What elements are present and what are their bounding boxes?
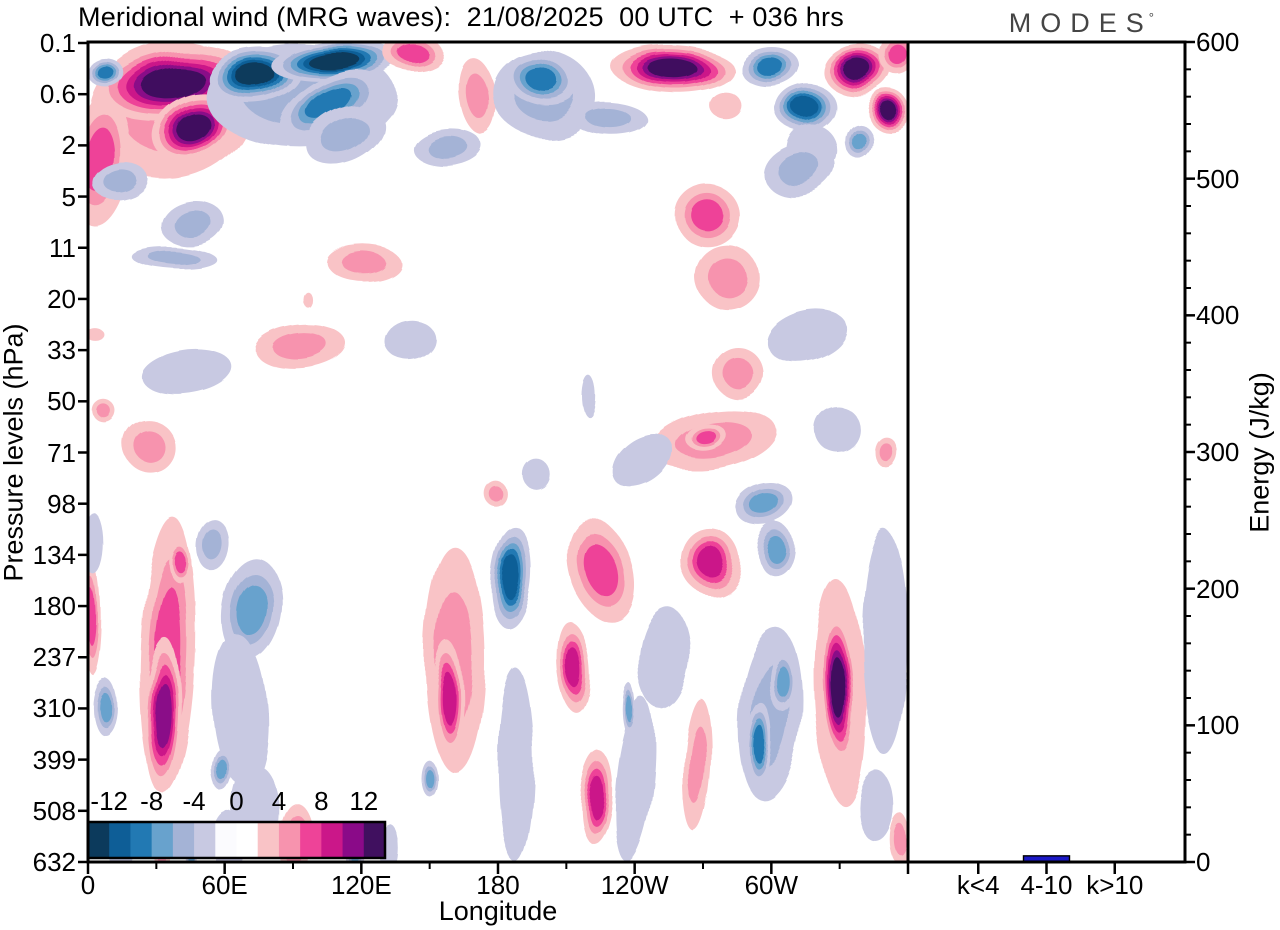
contour-blob — [647, 58, 698, 78]
contour-blob — [776, 666, 790, 698]
contour-blob — [342, 252, 386, 274]
contour-blob — [754, 726, 766, 764]
colorbar-segment — [130, 822, 153, 858]
contour-blob — [89, 589, 97, 646]
contour-blob — [522, 458, 550, 490]
contour-blob — [793, 97, 819, 119]
contour-blob — [386, 322, 437, 362]
contour-blob — [888, 44, 907, 65]
modes-logo: MODES° — [1009, 8, 1154, 39]
colorbar-segment — [363, 822, 386, 858]
colorbar-segment — [300, 822, 322, 858]
contour-blob — [765, 536, 785, 562]
contour-blob — [149, 252, 201, 266]
contour-blob — [174, 551, 186, 573]
contour-blob — [203, 529, 223, 561]
contour-blob — [524, 67, 560, 92]
contour-blob — [751, 494, 781, 516]
contour-blob — [96, 65, 114, 79]
colorbar — [86, 820, 387, 860]
contour-blob — [688, 725, 706, 805]
contour-blob — [155, 682, 171, 748]
contour-blob — [722, 356, 752, 388]
contour-blob — [89, 328, 104, 341]
contour-blob — [235, 63, 275, 87]
contour-blob — [756, 58, 784, 76]
colorbar-segment — [321, 822, 344, 858]
colorbar-segment — [172, 822, 195, 858]
modes-logo-text: MODES — [1008, 8, 1153, 38]
contour-blob — [400, 46, 430, 64]
contour-blob — [212, 633, 268, 787]
colorbar-segment — [194, 822, 216, 858]
contour-blob — [614, 698, 655, 861]
contour-blob — [426, 136, 468, 158]
contour-blob — [134, 430, 166, 463]
contour-blob — [89, 514, 106, 576]
contour-blob — [236, 583, 267, 635]
contour-blob — [815, 406, 861, 453]
colorbar-segment — [236, 822, 259, 858]
colorbar-segment — [278, 822, 301, 858]
contour-blob — [307, 89, 353, 121]
contour-blob — [639, 607, 691, 710]
contour-blob — [466, 74, 490, 120]
colorbar-segment — [151, 822, 174, 858]
contour-blob — [767, 310, 849, 363]
contour-blob — [425, 769, 433, 787]
page-title: Meridional wind (MRG waves): 21/08/2025 … — [78, 2, 844, 32]
contour-blob — [695, 430, 717, 444]
colorbar-segment — [109, 822, 131, 858]
contour-blob — [612, 433, 675, 489]
contour-blob — [707, 258, 746, 296]
contour-blob — [141, 349, 233, 395]
contour-blob — [216, 759, 228, 781]
contour-blob — [140, 66, 204, 98]
contour-blob — [173, 209, 212, 238]
contour-blob — [844, 60, 872, 81]
contour-blob — [894, 824, 907, 856]
contour-blob — [105, 171, 139, 194]
contour-blob — [303, 292, 313, 308]
contour-blob — [98, 405, 112, 419]
contour-blob — [588, 776, 604, 818]
contour-blob — [710, 92, 742, 120]
contour-blob — [503, 556, 521, 600]
contour-blob — [692, 200, 724, 232]
contour-blob — [309, 53, 361, 71]
contour-blob — [175, 112, 209, 140]
contour-blob — [830, 656, 846, 720]
contour-blob — [583, 544, 619, 597]
contour-blob — [879, 442, 893, 462]
contour-blob — [580, 373, 594, 415]
contour-blob — [851, 131, 865, 150]
contour-blob — [857, 770, 895, 843]
contour-blob — [443, 674, 457, 726]
colorbar-segment — [215, 822, 237, 858]
modes-logo-degree-mark: ° — [1148, 10, 1154, 25]
longitude-axis-title: Longitude — [438, 896, 558, 926]
contour-blob — [488, 485, 502, 501]
contour-blob — [626, 697, 634, 723]
contour-blob — [778, 154, 822, 186]
contour-blob — [879, 101, 897, 119]
tick-marks — [78, 40, 1195, 874]
colorbar-segment — [88, 822, 110, 858]
contour-blob — [697, 547, 725, 578]
colorbar-segment — [257, 822, 280, 858]
contour-blob — [565, 646, 581, 688]
contour-blob — [587, 109, 634, 130]
contour-field — [89, 43, 907, 861]
contour-blob — [97, 691, 111, 720]
contour-blob — [275, 335, 330, 362]
contour-blob — [321, 117, 368, 153]
contour-blob — [496, 667, 534, 861]
contour-blob — [861, 529, 907, 755]
colorbar-segment — [342, 822, 365, 858]
